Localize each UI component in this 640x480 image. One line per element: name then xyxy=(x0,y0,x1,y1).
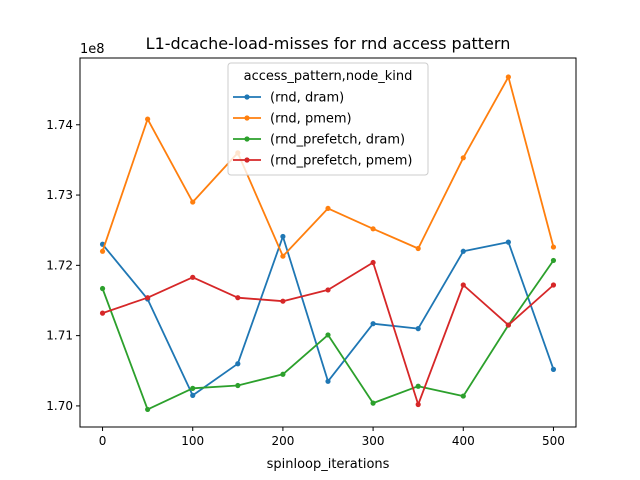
data-point xyxy=(235,361,241,367)
legend-label: (rnd, dram) xyxy=(270,91,344,106)
legend: access_pattern,node_kind (rnd, dram)(rnd… xyxy=(227,62,429,176)
data-point xyxy=(190,385,196,391)
x-tick-label: 200 xyxy=(271,434,294,448)
data-point xyxy=(415,245,421,252)
data-point xyxy=(280,253,286,259)
data-point xyxy=(370,226,376,232)
data-point xyxy=(505,322,511,328)
data-point xyxy=(415,383,421,389)
data-point xyxy=(280,233,286,240)
data-point xyxy=(550,257,557,264)
y-axis: 1.70 1.71 1.72 1.73 1.74 xyxy=(46,118,80,413)
legend-label: (rnd_prefetch, dram) xyxy=(270,133,405,148)
y-tick-label: 1.73 xyxy=(46,188,73,202)
data-point xyxy=(280,298,286,304)
series-0 xyxy=(99,233,557,398)
legend-marker xyxy=(244,115,250,121)
y-tick-label: 1.71 xyxy=(46,329,73,343)
legend-entry: (rnd, pmem) xyxy=(233,112,352,127)
y-offset-label: 1e8 xyxy=(80,42,105,57)
legend-entry: (rnd, dram) xyxy=(233,91,344,106)
data-point xyxy=(370,259,376,266)
data-point xyxy=(505,74,511,80)
data-point xyxy=(505,239,511,245)
data-point xyxy=(370,400,376,406)
data-point xyxy=(370,321,376,327)
data-point xyxy=(99,285,106,292)
data-point xyxy=(415,401,421,408)
data-point xyxy=(415,326,421,332)
series-3 xyxy=(99,259,557,408)
legend-marker xyxy=(244,157,250,163)
y-tick-label: 1.70 xyxy=(46,399,73,413)
y-tick-label: 1.72 xyxy=(46,258,73,272)
data-point xyxy=(325,378,331,384)
data-point xyxy=(550,244,557,250)
x-tick-label: 300 xyxy=(362,434,385,448)
x-axis: 0 100 200 300 400 500 xyxy=(99,427,565,448)
legend-label: (rnd_prefetch, pmem) xyxy=(270,154,412,169)
series-1 xyxy=(99,74,557,259)
x-axis-label: spinloop_iterations xyxy=(267,457,390,472)
x-tick-label: 400 xyxy=(452,434,475,448)
data-point xyxy=(325,205,331,212)
data-point xyxy=(145,116,151,122)
data-point xyxy=(145,406,151,413)
legend-entry: (rnd_prefetch, dram) xyxy=(233,133,405,148)
x-tick-label: 0 xyxy=(99,434,107,448)
data-point xyxy=(235,295,241,301)
data-point xyxy=(280,371,286,377)
plot-area xyxy=(99,74,557,413)
legend-entry: (rnd_prefetch, pmem) xyxy=(233,154,412,169)
x-tick-label: 100 xyxy=(181,434,204,448)
data-point xyxy=(190,274,196,280)
legend-box xyxy=(227,62,429,176)
y-tick-label: 1.74 xyxy=(46,118,73,132)
series-2 xyxy=(99,257,557,413)
data-point xyxy=(460,282,466,288)
data-point xyxy=(460,248,466,254)
series-line xyxy=(101,235,555,397)
data-point xyxy=(550,282,557,288)
legend-marker xyxy=(244,136,250,142)
legend-marker xyxy=(244,94,250,100)
data-point xyxy=(145,295,151,301)
data-point xyxy=(99,310,106,316)
data-point xyxy=(460,155,466,161)
plot-frame xyxy=(79,57,577,428)
x-tick-label: 500 xyxy=(542,434,565,448)
data-point xyxy=(190,392,196,398)
legend-entries: (rnd, dram) (rnd, pmem) (rnd_prefetch, dra… xyxy=(233,91,412,169)
data-point xyxy=(460,393,466,399)
data-point xyxy=(190,199,196,205)
data-point xyxy=(325,287,331,293)
data-point xyxy=(550,366,557,372)
legend-label: (rnd, pmem) xyxy=(270,112,352,127)
data-point xyxy=(235,382,241,389)
chart-title: L1-dcache-load-misses for rnd access pat… xyxy=(146,34,511,53)
legend-title: access_pattern,node_kind xyxy=(244,69,413,84)
data-point xyxy=(99,248,106,254)
data-point xyxy=(325,332,331,338)
